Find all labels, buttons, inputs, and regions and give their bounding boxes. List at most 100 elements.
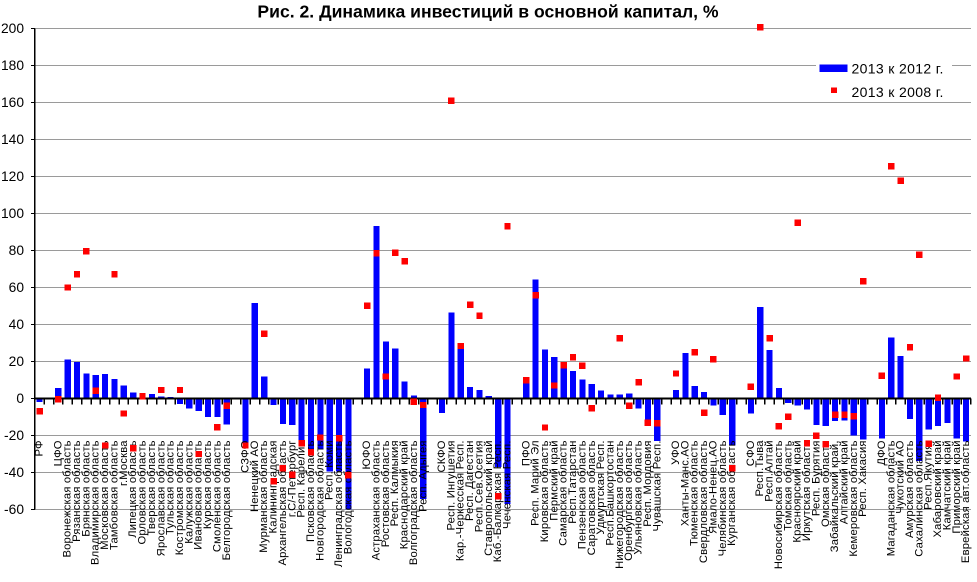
svg-text:Респ. Карелия: Респ. Карелия bbox=[296, 440, 308, 517]
svg-text:Хабаровский край: Хабаровский край bbox=[932, 440, 944, 537]
svg-text:160: 160 bbox=[1, 95, 24, 110]
svg-text:Ивановская область: Ивановская область bbox=[193, 440, 205, 549]
svg-text:Курганская область: Курганская область bbox=[726, 440, 738, 546]
svg-text:Кар.-Черкесская Респ.: Кар.-Черкесская Респ. bbox=[455, 440, 467, 561]
svg-text:Тамбовская область: Тамбовская область bbox=[108, 440, 120, 550]
svg-text:Тульская область: Тульская область bbox=[165, 440, 177, 535]
svg-text:ПФО: ПФО bbox=[520, 440, 532, 466]
svg-text:180: 180 bbox=[1, 58, 24, 73]
svg-text:Магаданская область: Магаданская область bbox=[885, 440, 897, 556]
svg-text:Мурманская область: Мурманская область bbox=[258, 440, 270, 552]
svg-text:Респ. Адыгея: Респ. Адыгея bbox=[417, 440, 429, 512]
svg-text:Ленинградская область: Ленинградская область bbox=[333, 440, 345, 567]
svg-text:200: 200 bbox=[1, 21, 24, 36]
svg-text:ДФО: ДФО bbox=[876, 440, 888, 465]
svg-text:-60: -60 bbox=[4, 502, 24, 517]
svg-text:Респ.Якутия,: Респ.Якутия, bbox=[923, 440, 935, 510]
svg-text:Владимирская область: Владимирская область bbox=[90, 440, 102, 565]
svg-text:Томская область: Томская область bbox=[782, 440, 794, 530]
svg-text:Пензенская область: Пензенская область bbox=[576, 440, 588, 549]
svg-text:60: 60 bbox=[9, 280, 25, 295]
svg-text:Белгородская область: Белгородская область bbox=[221, 440, 233, 560]
svg-text:Оренбургская область: Оренбургская область bbox=[623, 440, 635, 561]
svg-text:Калининградская: Калининградская bbox=[268, 440, 280, 533]
svg-text:Рис. 2. Динамика инвестиций в: Рис. 2. Динамика инвестиций в основной к… bbox=[257, 2, 719, 22]
svg-text:Кемеровская область: Кемеровская область bbox=[848, 440, 860, 556]
svg-text:Калужская область: Калужская область bbox=[183, 440, 195, 543]
svg-text:Респ. Бурятия: Респ. Бурятия bbox=[810, 440, 822, 516]
svg-text:140: 140 bbox=[1, 132, 24, 147]
svg-text:РФ: РФ bbox=[34, 440, 46, 456]
svg-text:Волгоградская область: Волгоградская область bbox=[408, 440, 420, 565]
svg-text:Ямало-Ненец.АО: Ямало-Ненец.АО bbox=[707, 440, 719, 534]
svg-text:Ханты-Манс.АО: Ханты-Манс.АО bbox=[679, 440, 691, 526]
svg-text:Омская область: Омская область bbox=[820, 440, 832, 527]
svg-text:Респ. Коми: Респ. Коми bbox=[324, 440, 336, 500]
svg-text:Челябинская область: Челябинская область bbox=[717, 440, 729, 556]
svg-text:Респ. Мордовия: Респ. Мордовия bbox=[642, 440, 654, 527]
svg-text:40: 40 bbox=[9, 317, 25, 332]
svg-text:ЦФО: ЦФО bbox=[52, 440, 64, 466]
svg-text:Респ. Дагестан: Респ. Дагестан bbox=[464, 440, 476, 521]
svg-text:Ростовская область: Ростовская область bbox=[380, 440, 392, 547]
svg-text:Ненецкий АО: Ненецкий АО bbox=[249, 440, 261, 512]
svg-text:СФО: СФО bbox=[745, 440, 757, 466]
svg-text:20: 20 bbox=[9, 354, 25, 369]
svg-text:Костромская область: Костромская область bbox=[174, 440, 186, 555]
svg-text:2013 к 2012 г.: 2013 к 2012 г. bbox=[852, 60, 944, 76]
svg-text:Чувашская Респ.: Чувашская Респ. bbox=[651, 440, 663, 531]
svg-text:Брянская область: Брянская область bbox=[80, 440, 92, 536]
svg-text:Респ.Башкортостан: Респ.Башкортостан bbox=[605, 440, 617, 545]
svg-text:Свердловская область: Свердловская область bbox=[698, 440, 710, 563]
svg-text:Ставропольский край: Ставропольский край bbox=[483, 440, 495, 556]
svg-text:Амурская область: Амурская область bbox=[904, 440, 916, 538]
svg-text:Самарская область: Самарская область bbox=[558, 440, 570, 546]
svg-text:Респ.Тыва: Респ.Тыва bbox=[754, 440, 766, 497]
svg-text:Респ. Хакасия: Респ. Хакасия bbox=[857, 440, 869, 517]
svg-text:Новосибирская область: Новосибирская область bbox=[773, 440, 785, 569]
svg-text:Рязанская область: Рязанская область bbox=[71, 440, 83, 542]
svg-text:Камчатский край: Камчатский край bbox=[941, 440, 953, 530]
svg-text:Тюменская область: Тюменская область bbox=[689, 440, 701, 546]
svg-text:Иркутская область: Иркутская область bbox=[801, 440, 813, 541]
svg-text:-40: -40 bbox=[4, 465, 24, 480]
svg-text:УФО: УФО bbox=[670, 440, 682, 465]
svg-text:Ульяновская область: Ульяновская область bbox=[633, 440, 645, 554]
svg-text:Курская область: Курская область bbox=[202, 440, 214, 529]
svg-text:Липецкая область: Липецкая область bbox=[127, 440, 139, 537]
svg-text:Чеченская Респ.: Чеченская Респ. bbox=[502, 440, 514, 529]
svg-text:Респ. Ингушетия: Респ. Ингушетия bbox=[445, 440, 457, 530]
svg-text:СКФО: СКФО bbox=[436, 440, 448, 472]
svg-text:Алтайский край: Алтайский край bbox=[838, 440, 850, 524]
svg-text:Респ.Алтай: Респ.Алтай bbox=[764, 440, 776, 501]
svg-text:120: 120 bbox=[1, 169, 24, 184]
svg-text:г.С/-Петербург: г.С/-Петербург bbox=[286, 440, 298, 517]
svg-text:Кировская область: Кировская область bbox=[539, 440, 551, 542]
svg-text:100: 100 bbox=[1, 206, 24, 221]
svg-text:Удмуртская Респ.: Удмуртская Респ. bbox=[595, 440, 607, 534]
svg-text:0: 0 bbox=[16, 391, 24, 406]
svg-text:г.Москва: г.Москва bbox=[118, 440, 130, 486]
svg-text:2013 к 2008 г.: 2013 к 2008 г. bbox=[852, 84, 944, 100]
svg-text:Тверская область: Тверская область bbox=[146, 440, 158, 535]
svg-text:Сахалинская область: Сахалинская область bbox=[913, 440, 925, 556]
svg-text:Новгородская область: Новгородская область bbox=[314, 440, 326, 561]
svg-text:Астраханская область: Астраханская область bbox=[371, 440, 383, 560]
svg-text:ЮФО: ЮФО bbox=[361, 440, 373, 469]
svg-text:Смоленская область: Смоленская область bbox=[211, 440, 223, 552]
svg-text:Приморский край: Приморский край bbox=[951, 440, 963, 533]
svg-text:Орловская область: Орловская область bbox=[137, 440, 149, 544]
svg-text:Московская область: Московская область bbox=[99, 440, 111, 549]
svg-text:Каб.-Балкарская Респ.: Каб.-Балкарская Респ. bbox=[492, 440, 504, 562]
svg-text:Еврейская авт.область: Еврейская авт.область bbox=[960, 440, 972, 563]
svg-text:Вологодская область: Вологодская область bbox=[342, 440, 354, 554]
svg-text:Ярославская область: Ярославская область bbox=[155, 440, 167, 556]
svg-text:Чукотский АО: Чукотский АО bbox=[895, 440, 907, 514]
svg-text:Респ. Марий Эл: Респ. Марий Эл bbox=[530, 440, 542, 526]
svg-text:Респ.Сев.Осетия: Респ.Сев.Осетия bbox=[473, 440, 485, 532]
svg-text:Нижегородская область: Нижегородская область bbox=[614, 440, 626, 569]
svg-text:Псковская область: Псковская область bbox=[305, 440, 317, 542]
svg-text:Забайкальский край,: Забайкальский край, bbox=[829, 440, 841, 552]
svg-text:Воронежская область: Воронежская область bbox=[62, 440, 74, 557]
svg-text:Респ.Татарстан: Респ.Татарстан bbox=[567, 440, 579, 524]
